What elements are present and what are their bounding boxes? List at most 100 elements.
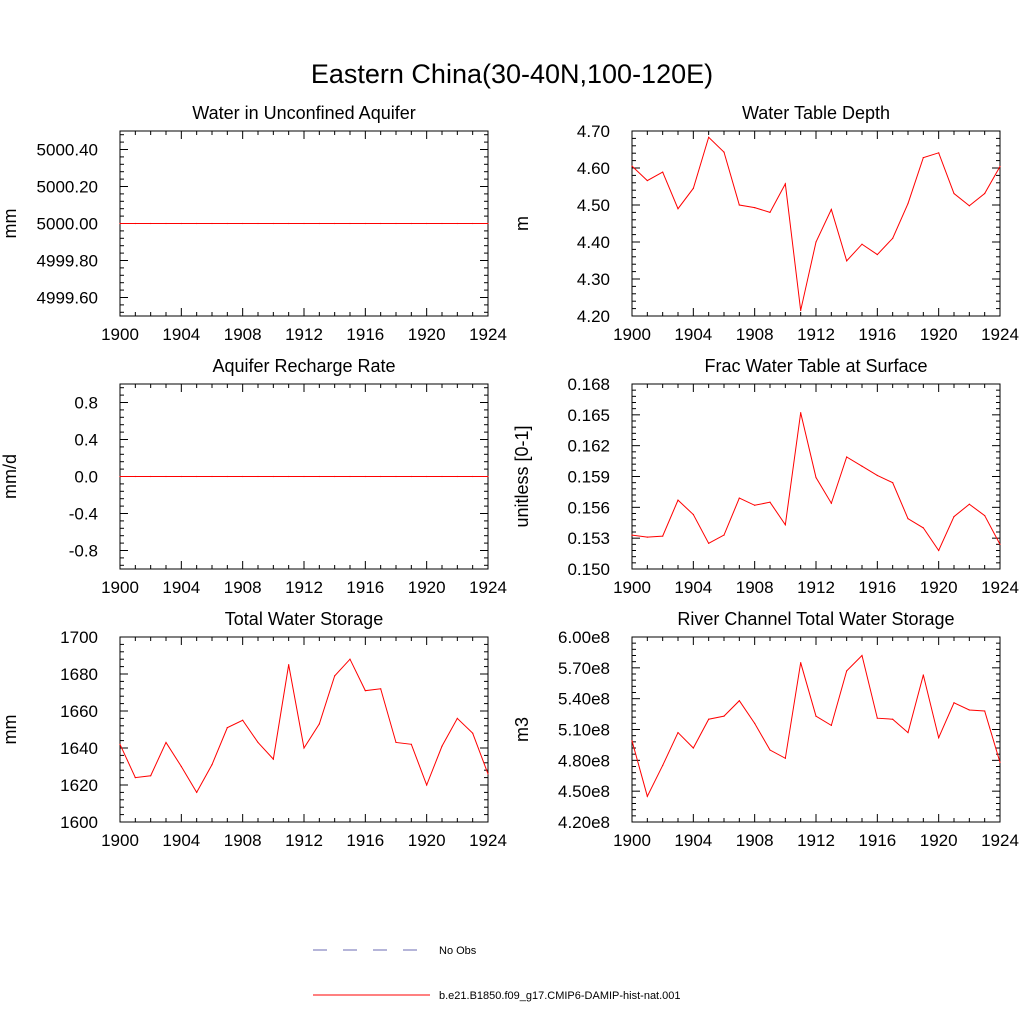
data-point [318,723,320,725]
data-point [196,475,198,478]
data-point [968,205,970,207]
data-point [692,187,694,189]
data-point [119,743,121,745]
data-point [631,165,633,167]
legend-label-no-obs: No Obs [439,945,477,957]
data-point [984,514,986,517]
data-point [662,535,664,537]
data-point [846,260,848,262]
data-point [769,501,771,503]
data-point [380,475,382,478]
data-point [303,747,305,749]
data-point [769,211,771,213]
data-point [211,222,213,225]
y-axis-label: m3 [512,717,532,742]
data-point [487,475,489,478]
data-point [708,542,710,544]
data-point [876,717,878,719]
data-point [180,765,182,768]
data-point [395,475,397,478]
data-point [487,222,489,225]
x-tick-label: 1916 [346,831,384,850]
data-point [876,474,878,477]
data-point [999,761,1001,763]
data-point [922,527,924,529]
data-point [226,475,228,478]
data-point [631,534,633,536]
plot-frame [631,636,1001,823]
y-tick-label: 1600 [60,813,98,832]
data-point [242,475,244,478]
data-point [150,222,152,225]
y-tick-label: 0.153 [567,529,610,548]
data-point [861,654,863,657]
y-axis-label: mm [0,209,20,239]
data-point [410,475,412,478]
y-tick-label: 4.60 [577,159,610,178]
data-point [196,222,198,225]
y-tick-label: 5000.40 [37,141,98,160]
data-point [999,165,1001,168]
x-tick-label: 1908 [224,578,262,597]
y-tick-label: 0.150 [567,560,610,579]
data-point [165,741,167,744]
data-point [119,222,121,225]
data-point [738,700,740,702]
data-point [196,791,198,794]
x-tick-label: 1920 [408,325,446,344]
x-tick-label: 1924 [469,831,507,850]
data-point [472,475,474,478]
data-point [692,513,694,516]
data-point [984,710,986,712]
data-point [334,675,336,677]
data-point [303,475,305,478]
x-tick-label: 1916 [858,831,896,850]
y-tick-label: 1660 [60,702,98,721]
y-tick-label: 4.70 [577,122,610,141]
chart-panels: Water in Unconfined Aquifer mm 1900 1904 190… [0,103,1019,850]
data-point [754,504,756,506]
data-point [907,731,909,734]
data-point [984,192,986,195]
x-tick-label: 1904 [162,831,200,850]
data-point [456,475,458,478]
data-point [349,475,351,478]
data-point [242,719,244,721]
x-tick-label: 1908 [736,831,774,850]
data-point [999,543,1001,545]
data-point [953,702,955,704]
x-tick-label: 1908 [224,831,262,850]
data-point [677,731,679,734]
y-tick-label: 4.50e8 [558,782,610,801]
y-tick-label: 4.40 [577,233,610,252]
x-tick-label: 1900 [613,831,651,850]
data-point [456,222,458,225]
x-tick-label: 1908 [736,578,774,597]
x-tick-label: 1900 [613,325,651,344]
data-point [892,237,894,239]
data-point [134,222,136,225]
y-tick-label: 0.162 [567,437,610,456]
data-point [677,499,679,501]
data-point [288,475,290,478]
data-point [410,743,412,745]
data-point [907,202,909,205]
series-line [119,658,489,794]
y-tick-label: 5.10e8 [558,721,610,740]
x-tick-label: 1920 [920,325,958,344]
data-point [861,243,863,245]
chart-panel: Aquifer Recharge Rate mm/d 1900 1904 1908 191… [0,356,507,597]
x-tick-label: 1900 [101,325,139,344]
data-point [211,764,213,766]
data-point [800,662,802,664]
data-point [938,152,940,154]
x-tick-label: 1912 [797,325,835,344]
chart-panel: Water in Unconfined Aquifer mm 1900 1904 190… [0,103,507,344]
data-point [257,222,259,225]
data-point [272,222,274,225]
data-point [892,482,894,484]
x-tick-label: 1920 [920,831,958,850]
data-point [134,777,136,779]
x-tick-label: 1904 [674,831,712,850]
